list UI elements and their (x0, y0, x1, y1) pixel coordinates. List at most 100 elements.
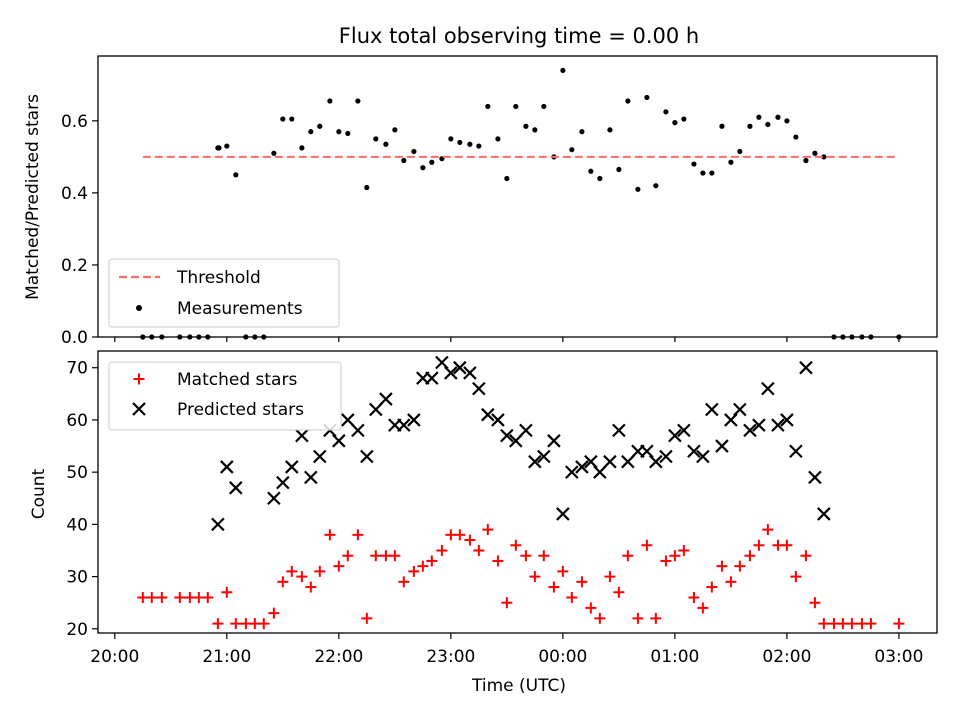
measurement-point (476, 143, 482, 149)
matched-star-point (352, 529, 364, 541)
predicted-star-point (351, 423, 365, 438)
count-x-ticks: 20:00 21:00 22:00 23:00 00:00 01:00 02:00 03:00 (90, 633, 923, 667)
count-x-tick-label: 00:00 (538, 647, 587, 667)
measurement-point (336, 129, 342, 135)
matched-star-point (501, 597, 513, 609)
measurement-point (289, 116, 295, 122)
predicted-star-point (668, 428, 682, 443)
measurement-point (681, 116, 687, 122)
matched-star-point (781, 539, 793, 551)
predicted-star-point (472, 381, 486, 396)
matched-star-point (389, 550, 401, 562)
matched-star-point (464, 534, 476, 546)
measurement-points (140, 67, 902, 340)
matched-star-point (622, 550, 634, 562)
matched-star-point (268, 607, 280, 619)
matched-star-point (436, 544, 448, 556)
predicted-star-point (752, 418, 766, 432)
predicted-star-point (509, 434, 523, 448)
matched-star-point (221, 586, 233, 598)
matched-star-point (538, 550, 550, 562)
measurement-point (644, 94, 650, 101)
matched-star-point (669, 550, 681, 562)
measurement-point (495, 136, 501, 142)
measurement-point (747, 123, 753, 129)
count-x-tick-label: 22:00 (314, 647, 363, 667)
matched-star-point (762, 524, 774, 536)
count-x-tick-label: 02:00 (762, 647, 811, 667)
measurement-point (803, 157, 809, 164)
measurement-point (411, 148, 417, 155)
matched-star-point (361, 612, 373, 624)
predicted-star-point (565, 465, 579, 479)
predicted-star-point (789, 444, 803, 459)
count-y-tick-label: 70 (66, 359, 88, 379)
matched-star-point (585, 602, 597, 614)
matched-star-point (342, 550, 354, 562)
matched-star-point (277, 576, 289, 588)
matched-star-point (156, 591, 168, 603)
measurement-point (821, 154, 827, 160)
predicted-star-point (444, 366, 458, 380)
predicted-star-point (556, 507, 570, 521)
matched-star-point (744, 550, 756, 562)
matched-star-point (697, 602, 709, 614)
predicted-star-point (360, 449, 374, 464)
predicted-star-point (575, 460, 589, 474)
predicted-star-point (547, 434, 561, 448)
measurement-point (448, 136, 454, 142)
count-legend-box (108, 361, 342, 431)
predicted-star-point (743, 423, 757, 438)
measurement-point (532, 127, 538, 133)
matched-star-point (398, 576, 410, 588)
measurement-point (728, 159, 734, 165)
measurement-point (504, 175, 510, 182)
predicted-star-point (603, 454, 617, 469)
count-x-tick-label: 23:00 (426, 647, 475, 667)
measurement-point (420, 165, 426, 171)
matched-star-point (716, 560, 728, 572)
ratio-y-label: Matched/Predicted stars (23, 94, 43, 300)
predicted-star-point (612, 423, 626, 438)
count-x-tick-label: 01:00 (650, 647, 699, 667)
matched-star-point (725, 576, 737, 588)
count-y-label: Count (29, 468, 49, 519)
measurement-point (280, 116, 286, 122)
predicted-star-point (211, 517, 225, 532)
matched-star-point (576, 576, 588, 588)
ratio-y-tick-label: 0.6 (61, 112, 88, 132)
predicted-star-point (528, 454, 542, 469)
predicted-star-point (425, 371, 439, 385)
predicted-star-point (453, 360, 467, 375)
matched-star-point (893, 618, 905, 630)
matched-star-point (632, 612, 644, 624)
ratio-x-ticks (114, 337, 900, 342)
measurement-point (364, 184, 370, 191)
predicted-star-point (780, 413, 794, 427)
count-panel: 20 30 40 50 60 70 20:00 21:00 22:00 23:00 00:00 01… (29, 350, 938, 696)
measurement-point (429, 159, 435, 165)
measurement-point (765, 121, 771, 128)
measurement-point (653, 183, 659, 189)
matched-star-point (296, 571, 308, 583)
ratio-legend: Threshold Measurements (108, 258, 340, 328)
matched-star-point (417, 560, 429, 572)
ratio-axes-frame (97, 55, 938, 338)
count-legend: Matched stars Predicted stars (108, 361, 342, 431)
predicted-star-point (715, 439, 729, 453)
matched-star-point (314, 565, 326, 577)
predicted-legend-marker (132, 402, 146, 416)
measurement-point (401, 157, 407, 164)
measurement-point (663, 109, 669, 115)
measurement-point (709, 170, 715, 176)
predicted-star-point (285, 460, 299, 474)
measurement-point (373, 136, 379, 142)
predicted-star-point (808, 470, 822, 485)
count-x-tick-label: 03:00 (874, 647, 923, 667)
matched-star-point (604, 571, 616, 583)
measurement-point (569, 147, 575, 153)
predicted-legend-swatch (132, 402, 146, 416)
measurement-point (327, 98, 333, 104)
predicted-star-point (817, 507, 831, 521)
